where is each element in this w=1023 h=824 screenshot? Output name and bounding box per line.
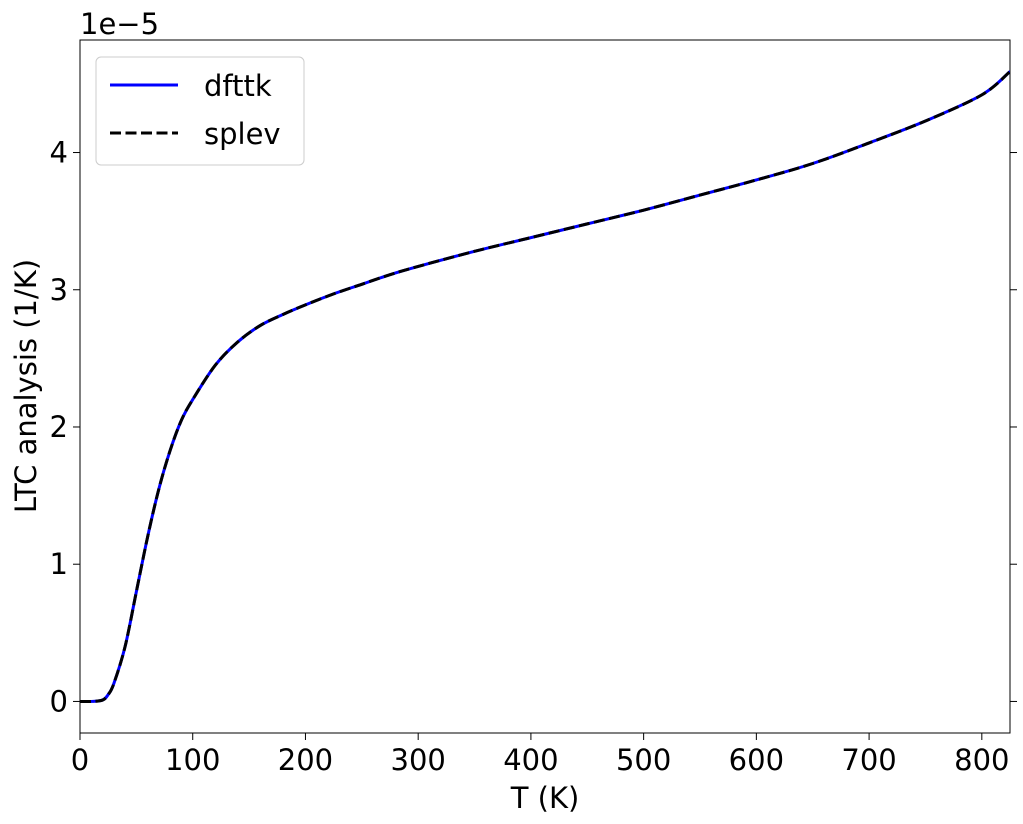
- y-tick-label: 3: [50, 273, 68, 307]
- x-tick-label: 500: [616, 743, 671, 777]
- y-tick-label: 1: [50, 547, 68, 581]
- series-line-splev: [80, 70, 1010, 704]
- legend: dfttk splev: [95, 56, 305, 166]
- x-tick-label: 200: [278, 743, 333, 777]
- x-tick-label: 300: [391, 743, 446, 777]
- x-tick-label: 600: [729, 743, 784, 777]
- x-axis-label: T (K): [510, 781, 580, 815]
- y-tick-label: 4: [50, 136, 68, 170]
- x-tick-label: 100: [165, 743, 220, 777]
- y-tick-label: 2: [50, 410, 68, 444]
- y-tick-label: 0: [50, 684, 68, 718]
- x-tick-label: 0: [71, 743, 89, 777]
- x-tick-label: 800: [954, 743, 1009, 777]
- legend-label-dfttk: dfttk: [204, 69, 272, 103]
- legend-label-splev: splev: [204, 117, 281, 151]
- y-offset-label: 1e−5: [80, 7, 159, 41]
- y-axis-label: LTC analysis (1/K): [9, 259, 43, 513]
- x-tick-label: 700: [841, 743, 896, 777]
- x-tick-label: 400: [503, 743, 558, 777]
